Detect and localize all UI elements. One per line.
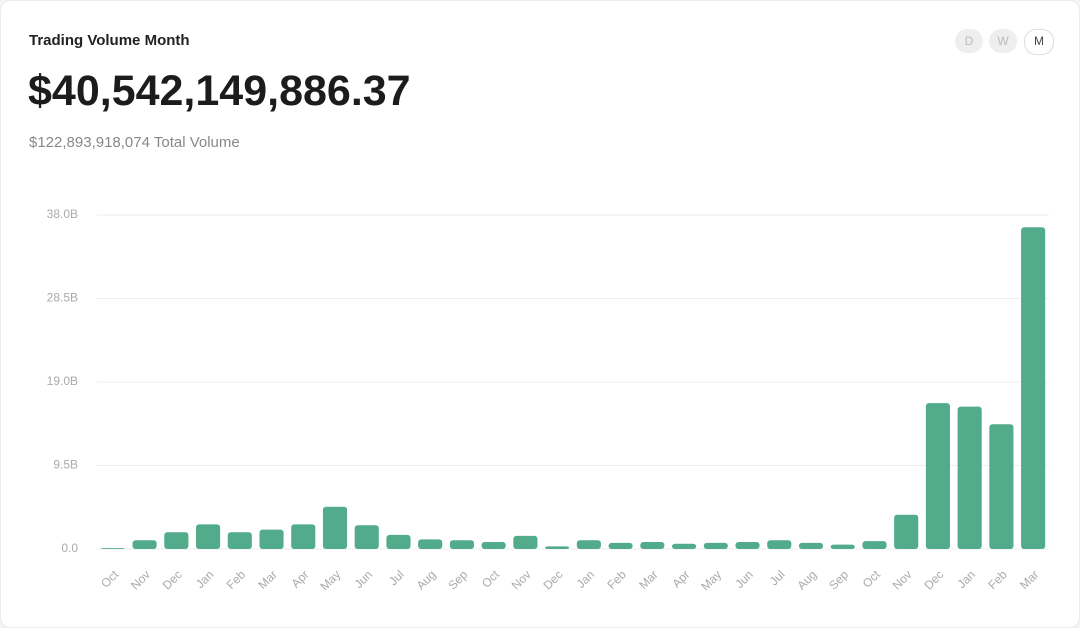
x-tick-label: Oct (860, 567, 884, 591)
period-button[interactable]: W (989, 29, 1017, 53)
x-tick-label: Aug (414, 567, 439, 592)
bar (672, 543, 697, 549)
x-tick-label: Jan (574, 567, 598, 591)
bar (798, 542, 824, 549)
total-volume: $122,893,918,074 Total Volume (29, 134, 240, 151)
bar (132, 540, 157, 549)
bar (608, 542, 633, 549)
bar (1021, 227, 1046, 549)
x-tick-label: Sep (445, 567, 470, 592)
bar (164, 532, 189, 549)
x-tick-label: Sep (826, 567, 851, 592)
bar (862, 541, 887, 549)
x-tick-label: Oct (479, 567, 503, 591)
x-tick-label: Mar (255, 567, 280, 592)
x-tick-label: Apr (669, 567, 692, 590)
bar (703, 542, 728, 549)
x-tick-label: Dec (921, 567, 946, 592)
bar (989, 424, 1014, 549)
bar (830, 544, 855, 549)
title: Trading Volume Month (29, 32, 190, 49)
bar (418, 539, 443, 549)
bar (735, 541, 760, 549)
x-tick-label: Jan (954, 567, 978, 591)
bar (894, 514, 919, 549)
x-tick-label: Nov (128, 567, 153, 592)
x-tick-label: May (698, 567, 724, 593)
bar (576, 540, 601, 549)
y-tick-label: 0.0 (61, 541, 78, 555)
x-tick-label: Jul (767, 567, 788, 588)
period-button[interactable]: M (1024, 29, 1054, 55)
bar (196, 524, 221, 549)
bar (227, 532, 252, 549)
period-button[interactable]: D (955, 29, 983, 53)
bar (449, 540, 474, 549)
x-tick-label: Jul (386, 567, 407, 588)
x-tick-label: Mar (1017, 567, 1042, 592)
x-tick-label: Dec (160, 567, 185, 592)
x-tick-label: Feb (604, 567, 629, 592)
x-tick-label: Feb (985, 567, 1010, 592)
bar (767, 540, 792, 549)
y-tick-label: 19.0B (47, 374, 78, 388)
y-tick-label: 28.5B (47, 291, 78, 305)
x-tick-label: Nov (509, 567, 534, 592)
x-tick-label: Oct (98, 567, 122, 591)
bar (259, 529, 284, 549)
bar (291, 524, 316, 549)
x-tick-label: Jan (193, 567, 217, 591)
bar (354, 525, 379, 549)
bar (100, 548, 125, 549)
bar (640, 541, 665, 549)
bar (545, 546, 570, 549)
x-tick-label: Aug (794, 567, 819, 592)
x-tick-label: Dec (541, 567, 566, 592)
bar (322, 506, 348, 549)
x-tick-label: Mar (636, 567, 661, 592)
x-tick-label: May (317, 567, 343, 593)
bar (481, 541, 506, 549)
volume-value: $40,542,149,886.37 (28, 67, 411, 115)
bar (957, 406, 982, 549)
bar (925, 403, 950, 549)
x-tick-label: Jun (732, 567, 756, 591)
y-tick-label: 38.0B (47, 207, 78, 221)
bar (386, 534, 411, 549)
x-tick-label: Apr (289, 567, 312, 590)
x-tick-label: Nov (890, 567, 915, 592)
x-tick-label: Feb (224, 567, 249, 592)
x-tick-label: Jun (352, 567, 376, 591)
bar (513, 535, 538, 549)
y-tick-label: 9.5B (53, 458, 78, 472)
